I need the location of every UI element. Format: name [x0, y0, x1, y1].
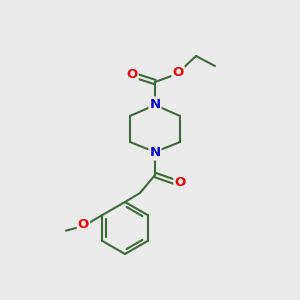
- Text: O: O: [78, 218, 89, 232]
- Text: N: N: [149, 98, 161, 110]
- Text: O: O: [126, 68, 138, 80]
- Text: N: N: [149, 146, 161, 160]
- Text: O: O: [172, 67, 184, 80]
- Text: O: O: [174, 176, 186, 190]
